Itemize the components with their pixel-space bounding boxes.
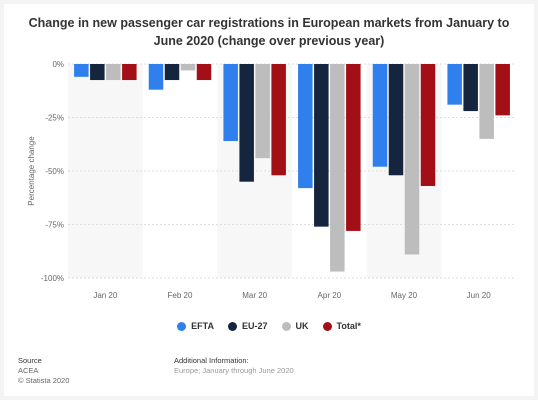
- bar-eu27-feb-20: [164, 64, 180, 81]
- bar-uk-jun-20: [479, 64, 494, 139]
- legend-label: EFTA: [191, 321, 214, 331]
- bar-total-jun-20: [495, 64, 510, 116]
- bar-total-may-20: [420, 64, 436, 186]
- bar-total-feb-20: [196, 64, 212, 81]
- bar-eu27-jun-20: [463, 64, 478, 112]
- bar-efta-feb-20: [148, 64, 164, 90]
- additional-info-heading: Additional Information:: [174, 356, 249, 365]
- legend-item[interactable]: UK: [281, 321, 309, 331]
- bar-uk-may-20: [404, 64, 420, 255]
- y-axis-label: Percentage change: [27, 136, 36, 206]
- legend-item[interactable]: EU-27: [227, 321, 268, 331]
- additional-info-block: Additional Information: Europe; January …: [174, 356, 294, 376]
- chart-svg: 0% -25% -50% -75% -100% Percentage change Jan …: [27, 60, 516, 300]
- x-tick-label: May 20: [391, 291, 418, 300]
- bar-efta-jun-20: [447, 64, 462, 105]
- x-tick-label: Jan 20: [93, 291, 118, 300]
- y-tick-label: -50%: [45, 167, 64, 176]
- x-tick-label: Jun 20: [467, 291, 492, 300]
- bar-eu27-jan-20: [90, 64, 105, 81]
- bar-total-jan-20: [122, 64, 137, 81]
- source-block: Source ACEA © Statista 2020: [18, 356, 69, 386]
- x-tick-label: Mar 20: [242, 291, 267, 300]
- bar-uk-jan-20: [106, 64, 121, 81]
- bar-total-apr-20: [346, 64, 361, 231]
- additional-info-text: Europe; January through June 2020: [174, 366, 294, 375]
- source-line-copyright: © Statista 2020: [18, 376, 70, 385]
- bar-uk-feb-20: [180, 64, 196, 71]
- y-tick-label: -75%: [45, 221, 64, 230]
- legend-marker: [281, 321, 291, 331]
- bar-total-mar-20: [271, 64, 286, 176]
- x-tick-label: Feb 20: [168, 291, 193, 300]
- legend-marker: [177, 321, 187, 331]
- bar-efta-jan-20: [74, 64, 89, 77]
- bar-uk-apr-20: [330, 64, 345, 272]
- legend-marker: [227, 321, 237, 331]
- y-tick-label: -100%: [41, 274, 64, 283]
- bar-efta-apr-20: [298, 64, 313, 189]
- bar-efta-may-20: [372, 64, 388, 167]
- y-tick-label: -25%: [45, 114, 64, 123]
- chart-title: Change in new passenger car registration…: [28, 16, 510, 48]
- legend-item[interactable]: EFTA: [177, 321, 214, 331]
- bar-eu27-mar-20: [239, 64, 254, 182]
- legend-marker: [322, 321, 332, 331]
- legend-label: Total*: [336, 321, 361, 331]
- x-tick-label: Apr 20: [318, 291, 342, 300]
- bar-eu27-apr-20: [314, 64, 329, 227]
- source-line-acea: ACEA: [18, 366, 39, 375]
- bar-eu27-may-20: [388, 64, 404, 176]
- y-tick-label: 0%: [52, 60, 64, 69]
- source-heading: Source: [18, 356, 42, 365]
- legend-label: EU-27: [241, 321, 268, 331]
- bar-efta-mar-20: [223, 64, 238, 142]
- legend-label: UK: [295, 321, 309, 331]
- bar-uk-mar-20: [255, 64, 270, 159]
- legend: EFTA EU-27 UK Total*: [4, 321, 534, 331]
- chart-card: Change in new passenger car registration…: [4, 4, 534, 396]
- legend-item[interactable]: Total*: [322, 321, 361, 331]
